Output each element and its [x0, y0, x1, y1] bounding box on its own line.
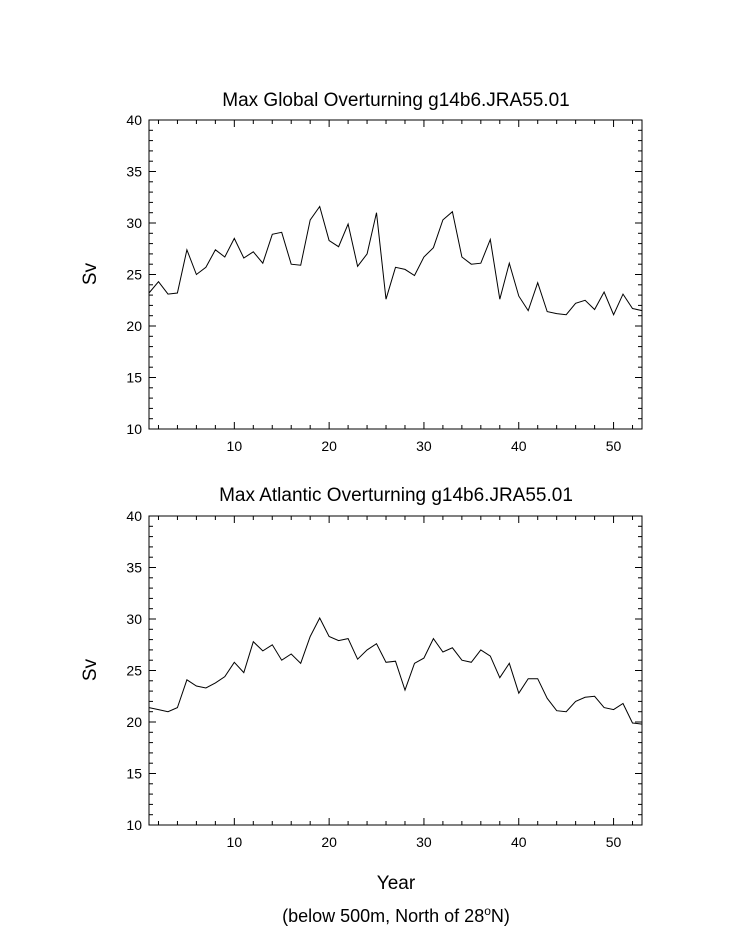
y-tick-label: 30	[126, 611, 142, 627]
y-tick-label: 25	[126, 267, 142, 283]
x-tick-label: 50	[606, 834, 622, 850]
atlantic-overturning-panel: Max Atlantic Overturning g14b6.JRA55.01 …	[80, 485, 643, 894]
y-tick-label: 40	[126, 112, 142, 128]
x-tick-label: 10	[227, 834, 243, 850]
plot-frame-atlantic	[148, 515, 643, 826]
x-tick-label: 40	[511, 438, 527, 454]
ticks-atlantic	[149, 515, 642, 826]
tick-labels-global: 10 15 20 25 30 35 40 10 20 30 40 50	[126, 112, 621, 454]
chart-title-atlantic: Max Atlantic Overturning g14b6.JRA55.01	[219, 485, 573, 506]
y-tick-label: 20	[126, 714, 142, 730]
y-tick-label: 10	[126, 817, 142, 833]
y-tick-label: 40	[126, 508, 142, 524]
x-tick-label: 50	[606, 438, 622, 454]
chart-title-global: Max Global Overturning g14b6.JRA55.01	[222, 90, 569, 111]
y-axis-label-atlantic: Sv	[80, 658, 101, 681]
y-tick-label: 25	[126, 663, 142, 679]
y-tick-label: 20	[126, 318, 142, 334]
x-tick-label: 20	[321, 834, 337, 850]
series-line-global	[148, 205, 643, 316]
y-tick-label: 35	[126, 164, 142, 180]
x-tick-label: 30	[416, 438, 432, 454]
x-tick-label: 10	[227, 438, 243, 454]
footnote-superscript: o	[484, 904, 491, 918]
plot-frame-global	[148, 119, 643, 430]
x-tick-label: 30	[416, 834, 432, 850]
y-axis-label-global: Sv	[80, 262, 101, 285]
ticks-global	[149, 119, 642, 430]
footnote-prefix: (below 500m, North of 28	[282, 906, 484, 926]
global-overturning-panel: Max Global Overturning g14b6.JRA55.01 Sv…	[80, 90, 643, 454]
x-axis-label-atlantic: Year	[377, 873, 416, 894]
footnote: (below 500m, North of 28oN)	[282, 904, 510, 926]
y-tick-label: 15	[126, 766, 142, 782]
y-tick-label: 35	[126, 560, 142, 576]
y-tick-label: 30	[126, 215, 142, 231]
tick-labels-atlantic: 10 15 20 25 30 35 40 10 20 30 40 50	[126, 508, 621, 850]
series-line-atlantic	[148, 616, 643, 725]
footnote-suffix: N)	[491, 906, 510, 926]
x-tick-label: 40	[511, 834, 527, 850]
y-tick-label: 10	[126, 421, 142, 437]
y-tick-label: 15	[126, 370, 142, 386]
x-tick-label: 20	[321, 438, 337, 454]
